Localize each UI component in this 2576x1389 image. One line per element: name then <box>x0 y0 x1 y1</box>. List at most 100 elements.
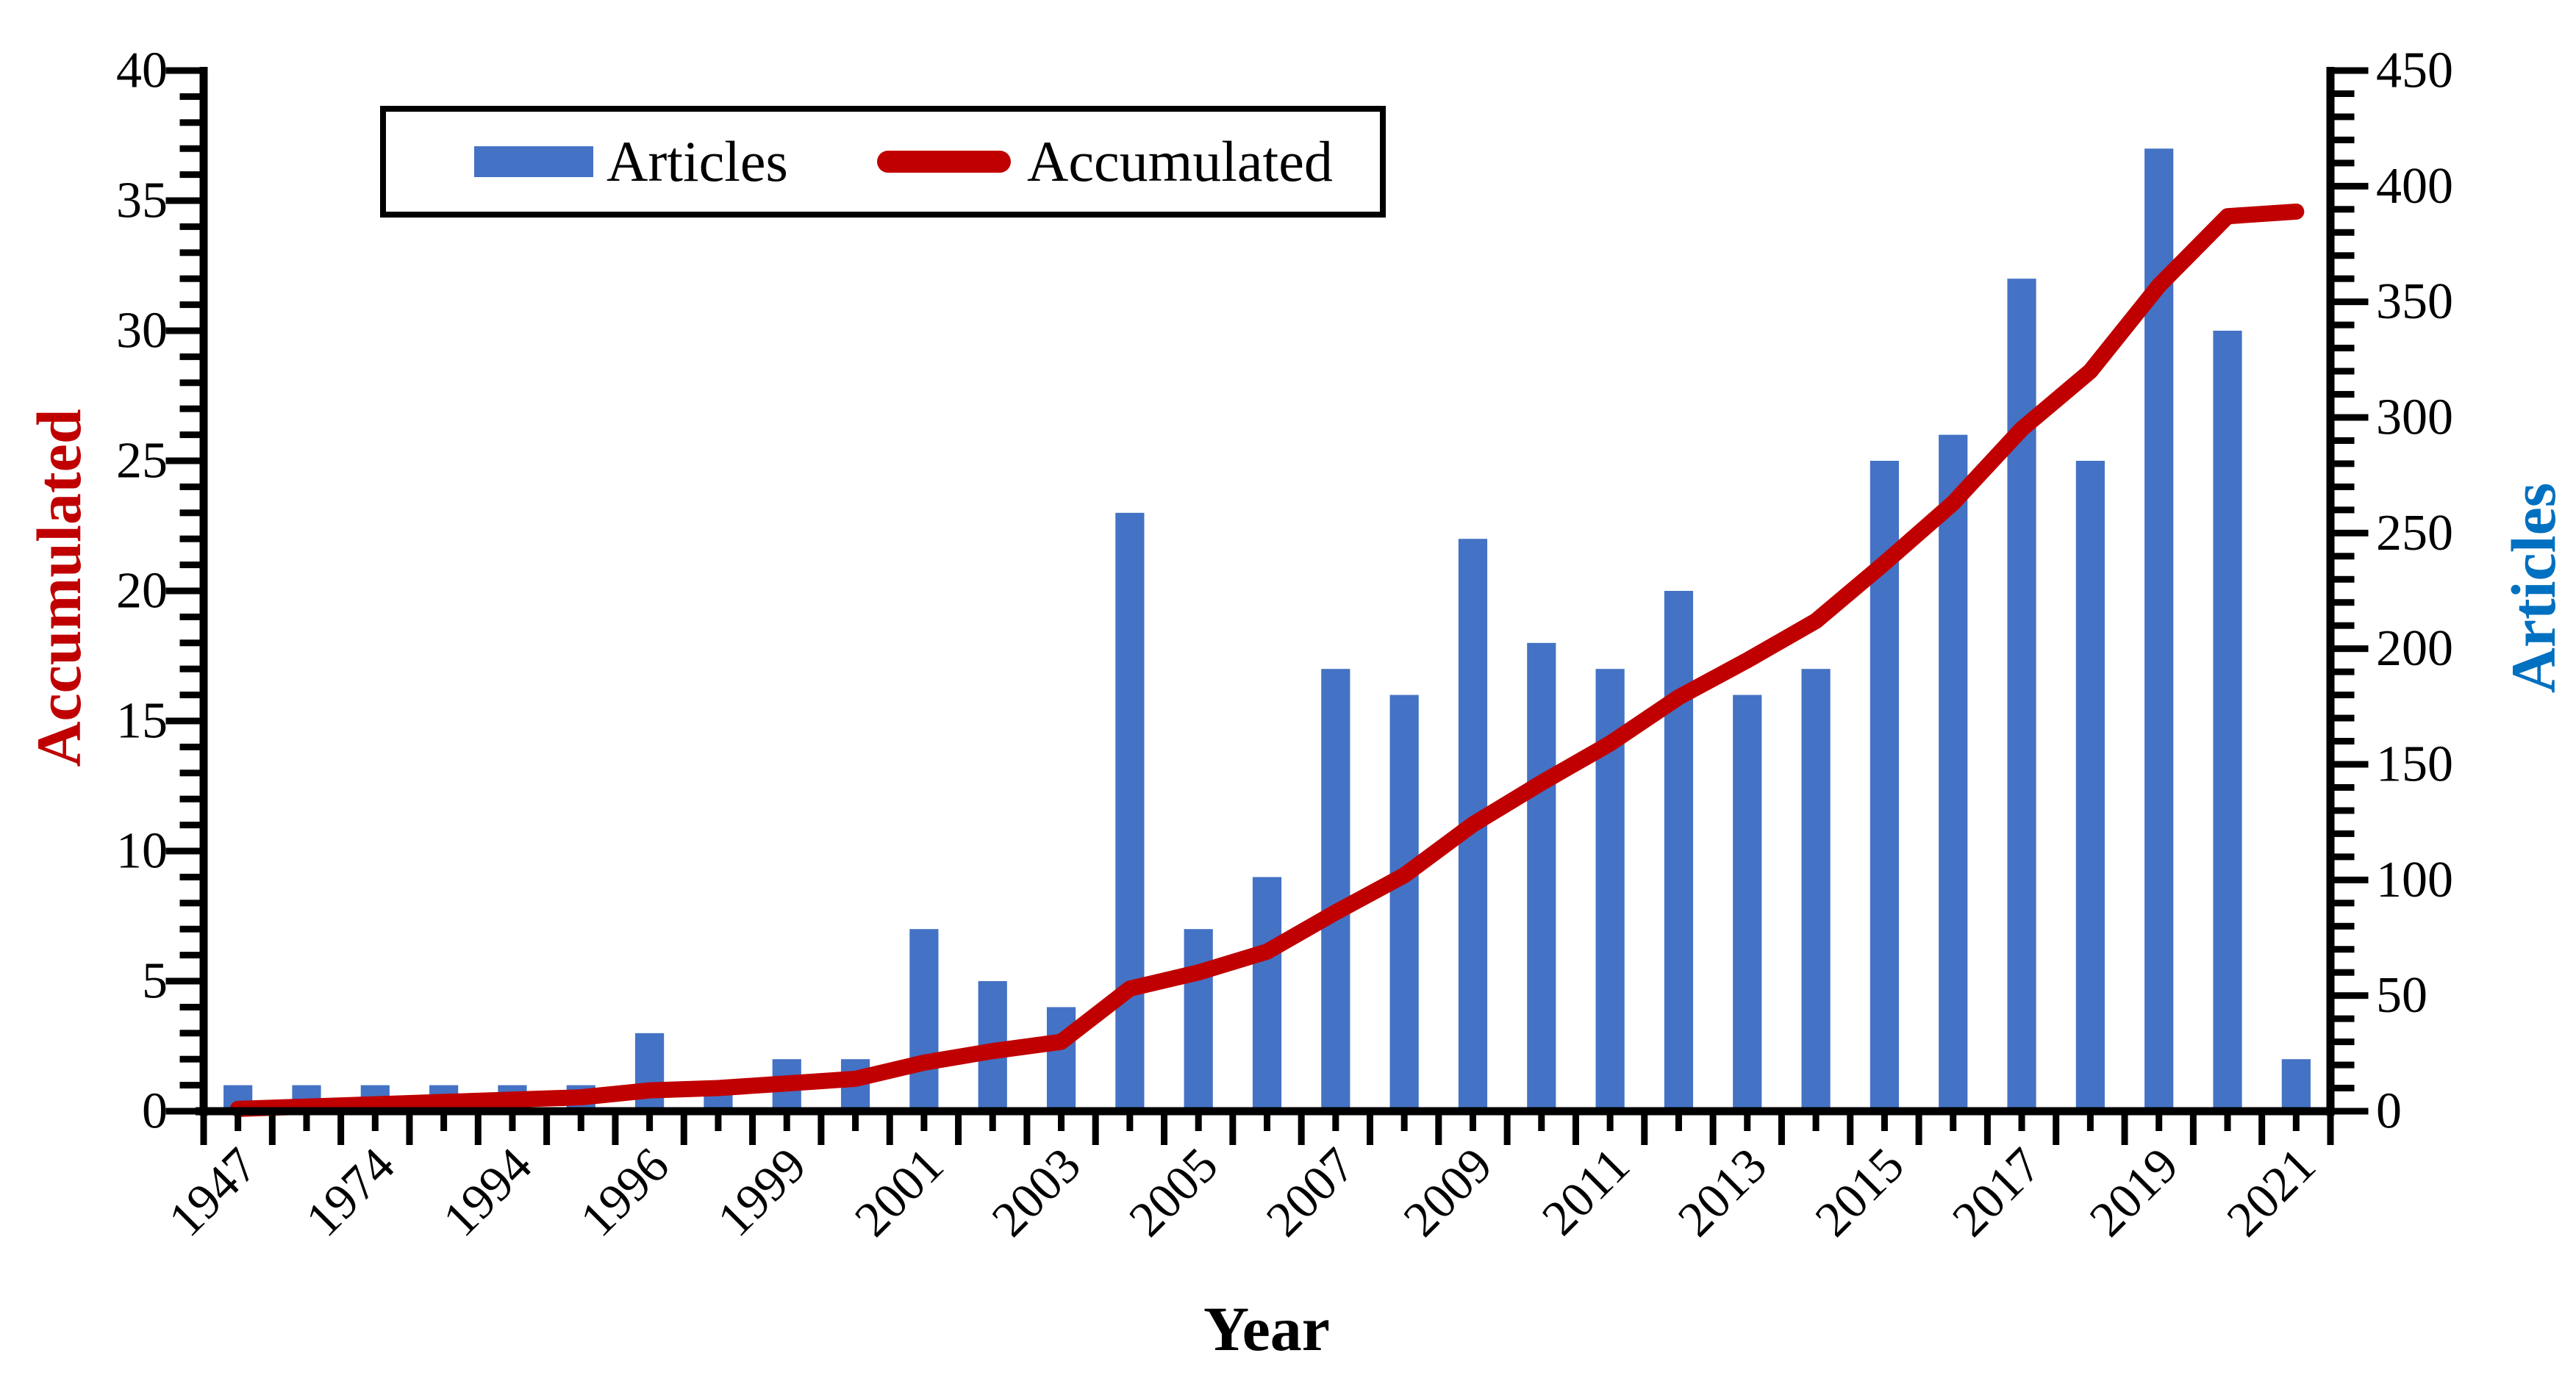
left-axis-tick-label: 10 <box>116 823 168 880</box>
x-axis-center-tick <box>1400 1111 1408 1131</box>
x-axis-boundary-tick <box>612 1111 619 1145</box>
x-axis-boundary-tick <box>886 1111 893 1145</box>
right-axis-tick <box>2334 992 2369 999</box>
left-axis-tick <box>179 561 200 569</box>
left-axis-tick <box>179 1055 200 1063</box>
x-axis-boundary-tick <box>1435 1111 1442 1145</box>
articles-bar <box>1389 694 1419 1111</box>
right-axis-tick <box>2334 345 2355 352</box>
x-axis-boundary-tick <box>1572 1111 1579 1145</box>
left-axis-tick <box>179 223 200 230</box>
right-axis-tick <box>2334 622 2355 629</box>
right-axis-tick <box>2334 206 2355 213</box>
x-axis-year-label: 2013 <box>1667 1137 1777 1247</box>
x-axis-center-tick <box>2018 1111 2025 1131</box>
left-axis-tick <box>179 822 200 829</box>
x-axis-boundary-tick <box>474 1111 482 1145</box>
right-axis-tick <box>2334 553 2355 560</box>
legend-label-articles: Articles <box>607 129 788 193</box>
right-axis-title: Articles <box>2498 482 2569 694</box>
articles-bar <box>1321 669 1350 1111</box>
x-axis-boundary-tick <box>200 1111 207 1145</box>
x-axis-year-label: 1996 <box>569 1137 679 1247</box>
right-axis-tick <box>2334 252 2355 259</box>
x-axis-center-tick <box>235 1111 242 1131</box>
right-axis-tick <box>2334 876 2369 883</box>
articles-bar <box>909 929 939 1111</box>
articles-bar <box>1184 929 1213 1111</box>
left-axis-tick <box>179 692 200 699</box>
right-axis-tick <box>2334 668 2355 675</box>
right-axis-tick <box>2334 830 2355 837</box>
x-axis-year-label: 2021 <box>2216 1137 2326 1247</box>
x-axis-boundary-tick <box>1847 1111 1854 1145</box>
x-axis-year-label: 2003 <box>981 1137 1091 1247</box>
x-axis-year-label: 2009 <box>1392 1137 1503 1247</box>
x-axis-center-tick <box>1264 1111 1270 1131</box>
x-axis-year-label: 1994 <box>432 1137 543 1247</box>
right-axis-tick <box>2334 460 2355 467</box>
x-axis-boundary-tick <box>1983 1111 1991 1145</box>
left-axis-tick <box>179 613 200 620</box>
x-axis-boundary-tick <box>1503 1111 1511 1145</box>
right-axis-tick <box>2334 298 2369 306</box>
articles-bar <box>2007 279 2036 1112</box>
left-axis-tick-label: 25 <box>116 433 168 489</box>
x-axis-boundary-tick <box>680 1111 687 1145</box>
left-axis-tick <box>179 145 200 152</box>
left-axis-tick <box>165 67 200 74</box>
legend-label-accumulated: Accumulated <box>1027 129 1333 193</box>
right-axis-tick <box>2334 1038 2355 1046</box>
right-axis-tick-label: 300 <box>2376 390 2453 446</box>
left-axis-tick <box>165 1108 200 1115</box>
articles-bar <box>1939 434 1968 1111</box>
right-axis-tick <box>2334 645 2369 653</box>
right-axis-tick <box>2334 229 2355 236</box>
x-axis-center-tick <box>1950 1111 1957 1131</box>
x-axis-center-tick <box>920 1111 928 1131</box>
left-axis-tick <box>179 119 200 126</box>
x-axis-center-tick <box>715 1111 722 1131</box>
x-axis-year-label: 2005 <box>1118 1137 1228 1247</box>
x-axis-boundary-tick <box>1709 1111 1717 1145</box>
x-axis-boundary-tick <box>2258 1111 2266 1145</box>
accumulated-line <box>229 203 2305 1117</box>
right-axis-tick <box>2334 575 2355 583</box>
right-axis-tick <box>2334 738 2355 745</box>
left-axis-tick <box>179 249 200 256</box>
right-axis-tick <box>2334 969 2355 976</box>
right-axis-tick <box>2334 946 2355 953</box>
x-axis-year-label: 2017 <box>1942 1137 2052 1247</box>
right-axis-tick <box>2334 529 2369 536</box>
x-axis-center-tick <box>1606 1111 1614 1131</box>
right-axis-tick-label: 150 <box>2376 736 2453 793</box>
right-axis-tick <box>2334 1085 2355 1092</box>
x-axis-center-tick <box>2292 1111 2300 1131</box>
left-axis-tick-label: 30 <box>116 303 168 359</box>
right-axis-line <box>2326 67 2335 1116</box>
left-axis-tick <box>179 769 200 777</box>
articles-bar <box>1252 877 1282 1111</box>
left-axis-tick-label: 40 <box>116 43 168 99</box>
left-axis-tick <box>179 93 200 100</box>
x-axis-center-tick <box>2224 1111 2231 1131</box>
right-axis-tick-label: 450 <box>2376 43 2453 99</box>
right-axis-tick <box>2334 367 2355 375</box>
left-axis-title: Accumulated <box>24 409 94 767</box>
articles-bar <box>1115 512 1145 1111</box>
right-axis-tick <box>2334 67 2369 74</box>
right-axis-tick <box>2334 1108 2369 1115</box>
left-axis-tick-label: 0 <box>142 1083 168 1140</box>
left-axis-tick <box>179 171 200 179</box>
articles-bar <box>2281 1059 2311 1111</box>
articles-bar <box>1664 591 1694 1111</box>
x-axis-center-tick <box>509 1111 516 1131</box>
left-axis-tick <box>179 665 200 672</box>
right-axis-tick <box>2334 599 2355 606</box>
x-axis-boundary-tick <box>2327 1111 2334 1145</box>
x-axis-boundary-tick <box>406 1111 413 1145</box>
x-axis-boundary-tick <box>1641 1111 1648 1145</box>
left-axis-tick <box>179 952 200 959</box>
x-axis-year-label: 2011 <box>1531 1137 1640 1246</box>
